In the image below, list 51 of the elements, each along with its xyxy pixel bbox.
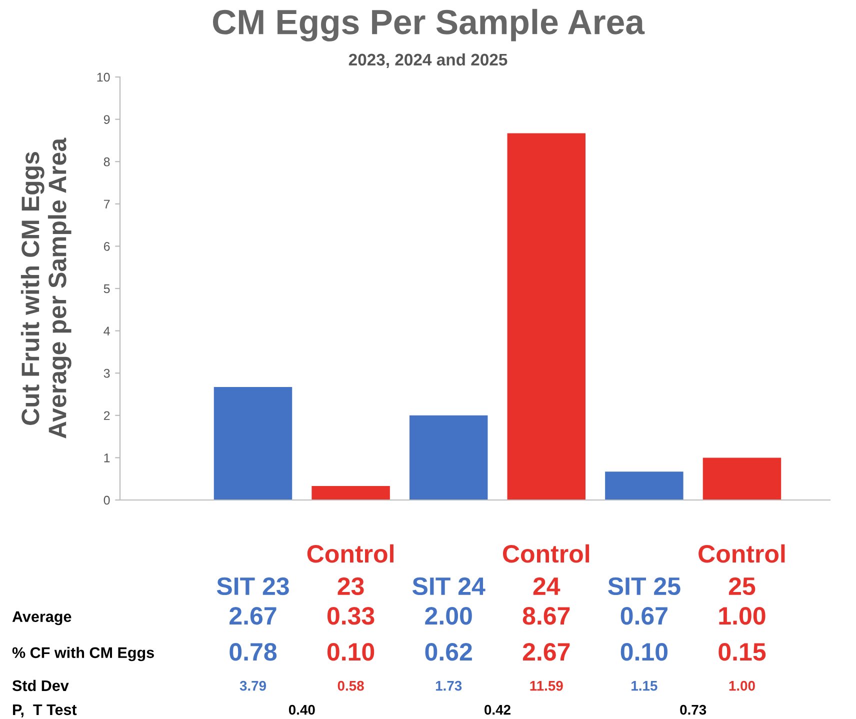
y-tick-label: 5 — [104, 284, 110, 294]
y-tick-label: 7 — [104, 200, 110, 208]
y-tick-label: 3 — [104, 368, 110, 378]
bar — [214, 387, 292, 500]
y-tick-label: 8 — [104, 157, 110, 166]
data-label: 8.67 — [522, 607, 570, 625]
data-label: 2.67 — [230, 607, 276, 625]
y-tick-label: 10 — [97, 72, 110, 82]
y-tick-label: 9 — [104, 115, 110, 124]
y-tick-label: 4 — [104, 326, 110, 336]
y-tick-label: 2 — [104, 411, 110, 420]
x-tick-label: Control 25 — [698, 544, 785, 596]
y-tick-label: 0 — [104, 496, 110, 505]
data-label: 1.00 — [719, 607, 766, 625]
text: Std Dev — [12, 680, 69, 692]
bar — [702, 458, 782, 500]
text: 1.15 — [632, 681, 658, 691]
text: 11.59 — [530, 680, 563, 691]
text: 0.73 — [680, 704, 706, 715]
text: 0.10 — [620, 643, 668, 661]
bar — [312, 486, 390, 500]
text: 0.15 — [718, 643, 766, 661]
text: 3.79 — [240, 680, 266, 691]
text: 0.58 — [338, 680, 364, 691]
x-tick-label: SIT 24 — [412, 577, 486, 596]
text: 1.73 — [436, 680, 462, 691]
text: 0.78 — [230, 643, 277, 661]
chart-subtitle: 2023, 2024 and 2025 — [348, 53, 508, 68]
text: 0.40 — [288, 704, 315, 715]
y-tick-label: 1 — [104, 454, 110, 462]
text: % CF with CM Eggs — [12, 646, 154, 662]
y-tick-label: 6 — [104, 242, 110, 251]
text: 0.42 — [484, 704, 510, 715]
data-label: 0.67 — [620, 607, 668, 625]
bar — [409, 415, 488, 500]
text: 0.10 — [327, 643, 374, 661]
text: 2.67 — [522, 643, 570, 661]
text: 0.62 — [425, 643, 472, 661]
data-label: 0.33 — [327, 607, 374, 625]
x-tick-label: SIT 23 — [216, 577, 289, 596]
x-tick-label: SIT 25 — [608, 577, 680, 596]
text: Average — [12, 611, 72, 626]
y-axis-title: Cut Fruit with CM Eggs Average per Sample Area — [20, 138, 72, 438]
text: P, T Test — [13, 704, 77, 718]
bar — [507, 133, 586, 500]
x-tick-label: Control 24 — [502, 544, 590, 595]
x-tick-label: Control 23 — [307, 544, 394, 596]
bar — [605, 472, 684, 500]
chart-title: CM Eggs Per Sample Area — [212, 8, 645, 42]
text: 1.00 — [729, 680, 755, 691]
data-label: 2.00 — [425, 607, 472, 625]
